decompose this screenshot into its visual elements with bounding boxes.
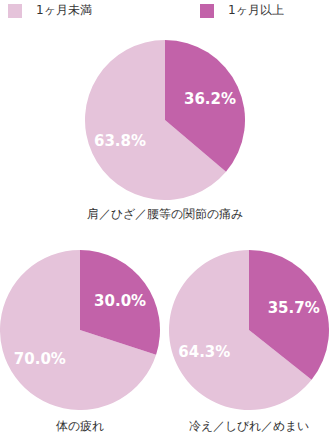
svg-text:36.2%: 36.2% [184,90,236,108]
svg-text:35.7%: 35.7% [268,299,320,317]
html-text:冷え／しびれ／めまい: 冷え／しびれ／めまい [189,419,309,433]
html-text:1ヶ月以上: 1ヶ月以上 [228,3,284,17]
svg-text:70.0%: 70.0% [14,350,66,368]
html-text:体の疲れ: 体の疲れ [56,419,104,433]
html-text:肩／ひざ／腰等の関節の痛み: 肩／ひざ／腰等の関節の痛み [87,207,243,221]
svg-text:64.3%: 64.3% [178,343,230,361]
html-text:1ヶ月未満: 1ヶ月未満 [36,3,92,17]
svg-text:30.0%: 30.0% [94,292,146,310]
svg-text:63.8%: 63.8% [94,132,146,150]
